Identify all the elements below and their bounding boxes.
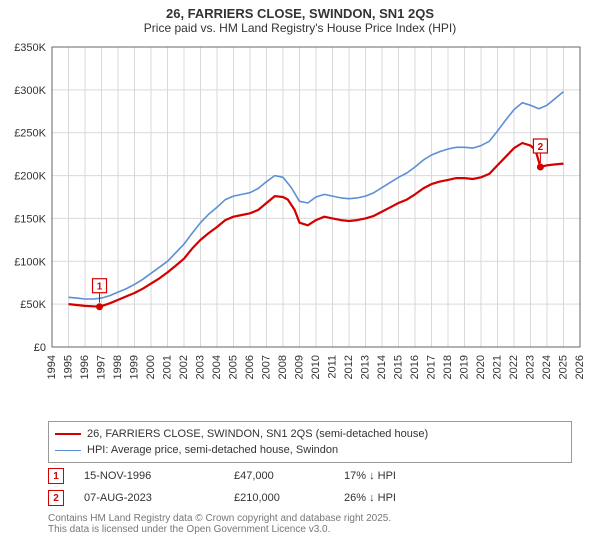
svg-text:2019: 2019 — [459, 355, 471, 379]
chart-title-line2: Price paid vs. HM Land Registry's House … — [0, 21, 600, 35]
chart-svg: £0 £50K £100K £150K £200K £250K £300K £350K 1994… — [0, 37, 600, 417]
svg-text:1999: 1999 — [129, 355, 141, 379]
chart-area: £0 £50K £100K £150K £200K £250K £300K £350K 1994… — [0, 37, 600, 417]
marker-badge: 1 — [48, 468, 64, 484]
svg-text:£300K: £300K — [14, 85, 46, 97]
table-row: 1 15-NOV-1996 £47,000 17% ↓ HPI — [48, 465, 572, 487]
svg-text:1: 1 — [97, 282, 103, 293]
svg-text:1995: 1995 — [63, 355, 75, 379]
svg-text:2002: 2002 — [178, 355, 190, 379]
svg-text:£50K: £50K — [20, 299, 46, 311]
svg-text:2016: 2016 — [409, 355, 421, 379]
svg-text:£200K: £200K — [14, 171, 46, 183]
table-row: 2 07-AUG-2023 £210,000 26% ↓ HPI — [48, 487, 572, 509]
marker-badge: 2 — [48, 490, 64, 506]
svg-text:2009: 2009 — [294, 355, 306, 379]
transaction-price: £210,000 — [234, 492, 324, 504]
svg-text:1997: 1997 — [96, 355, 108, 379]
footer-line2: This data is licensed under the Open Gov… — [48, 524, 572, 535]
transaction-date: 15-NOV-1996 — [84, 470, 214, 482]
chart-title-block: 26, FARRIERS CLOSE, SWINDON, SN1 2QS Pri… — [0, 0, 600, 37]
svg-text:2026: 2026 — [574, 355, 586, 379]
svg-text:2014: 2014 — [376, 355, 388, 379]
svg-text:2020: 2020 — [475, 355, 487, 379]
svg-text:2010: 2010 — [310, 355, 322, 379]
svg-text:2025: 2025 — [558, 355, 570, 379]
svg-text:2017: 2017 — [426, 355, 438, 379]
svg-text:2006: 2006 — [244, 355, 256, 379]
svg-text:2000: 2000 — [145, 355, 157, 379]
footer: Contains HM Land Registry data © Crown c… — [48, 513, 572, 535]
transaction-date: 07-AUG-2023 — [84, 492, 214, 504]
transaction-delta: 17% ↓ HPI — [344, 470, 434, 482]
svg-text:£150K: £150K — [14, 213, 46, 225]
footer-line1: Contains HM Land Registry data © Crown c… — [48, 513, 572, 524]
svg-text:1998: 1998 — [112, 355, 124, 379]
svg-text:2008: 2008 — [277, 355, 289, 379]
transactions-table: 1 15-NOV-1996 £47,000 17% ↓ HPI 2 07-AUG… — [48, 465, 572, 509]
svg-text:2021: 2021 — [492, 355, 504, 379]
svg-text:£100K: £100K — [14, 256, 46, 268]
legend-swatch — [55, 450, 81, 451]
legend-row: 26, FARRIERS CLOSE, SWINDON, SN1 2QS (se… — [55, 426, 565, 442]
svg-text:2023: 2023 — [525, 355, 537, 379]
svg-text:2022: 2022 — [508, 355, 520, 379]
legend-swatch — [55, 433, 81, 435]
svg-text:2005: 2005 — [228, 355, 240, 379]
svg-text:2001: 2001 — [162, 355, 174, 379]
legend: 26, FARRIERS CLOSE, SWINDON, SN1 2QS (se… — [48, 421, 572, 463]
svg-text:2015: 2015 — [393, 355, 405, 379]
svg-text:1994: 1994 — [46, 355, 58, 379]
chart-title-line1: 26, FARRIERS CLOSE, SWINDON, SN1 2QS — [0, 6, 600, 21]
svg-text:£250K: £250K — [14, 128, 46, 140]
transaction-delta: 26% ↓ HPI — [344, 492, 434, 504]
svg-text:£0: £0 — [34, 342, 46, 354]
legend-label: 26, FARRIERS CLOSE, SWINDON, SN1 2QS (se… — [87, 428, 428, 440]
svg-text:2013: 2013 — [360, 355, 372, 379]
transaction-price: £47,000 — [234, 470, 324, 482]
svg-text:2024: 2024 — [541, 355, 553, 379]
legend-label: HPI: Average price, semi-detached house,… — [87, 444, 338, 456]
svg-text:2004: 2004 — [211, 355, 223, 379]
svg-text:2003: 2003 — [195, 355, 207, 379]
svg-text:2: 2 — [538, 142, 544, 153]
svg-text:2011: 2011 — [327, 355, 339, 379]
legend-row: HPI: Average price, semi-detached house,… — [55, 442, 565, 458]
svg-text:1996: 1996 — [79, 355, 91, 379]
svg-text:2012: 2012 — [343, 355, 355, 379]
svg-text:£350K: £350K — [14, 42, 46, 54]
svg-text:2018: 2018 — [442, 355, 454, 379]
svg-text:2007: 2007 — [261, 355, 273, 379]
